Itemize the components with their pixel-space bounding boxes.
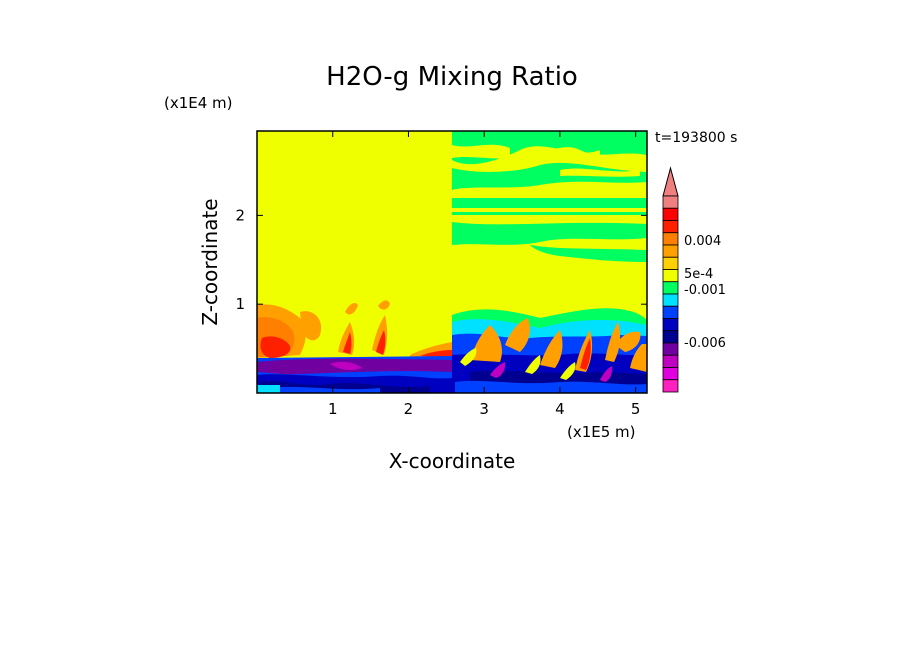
x-tick-label: 3 [479, 400, 489, 418]
colorbar-swatch [662, 207, 679, 221]
x-tick-label: 5 [631, 400, 641, 418]
x-axis: 1 2 3 4 5 [328, 131, 640, 418]
colorbar-tick-label: -0.001 [684, 283, 726, 298]
colorbar: 0.004 5e-4-0.001 -0.006 [662, 166, 726, 393]
colorbar-tick-label: -0.006 [684, 336, 726, 351]
colorbar-swatch [662, 379, 679, 393]
colorbar-swatch [662, 342, 679, 356]
colorbar-swatch [662, 269, 679, 283]
colorbar-swatch [662, 281, 679, 295]
colorbar-swatch [662, 367, 679, 381]
x-axis-label: X-coordinate [389, 449, 516, 473]
colorbar-swatch [662, 354, 679, 368]
time-label: t=193800 s [655, 130, 737, 146]
x-tick-label: 4 [555, 400, 565, 418]
colorbar-tick-label: 5e-4 [684, 267, 713, 282]
x-tick-label: 1 [328, 400, 338, 418]
heatmap-field [256, 130, 648, 394]
x-unit-label: (x1E5 m) [567, 423, 636, 441]
chart-title: H2O-g Mixing Ratio [326, 62, 578, 92]
colorbar-swatch [662, 330, 679, 344]
y-tick-label: 1 [235, 295, 245, 313]
colorbar-extend-arrow [662, 166, 679, 197]
colorbar-swatch [662, 244, 679, 258]
colorbar-swatch [662, 232, 679, 246]
colorbar-swatch [662, 256, 679, 270]
colorbar-swatch [662, 220, 679, 234]
colorbar-swatch [662, 318, 679, 332]
colorbar-tick-label: 0.004 [684, 234, 721, 249]
y-unit-label: (x1E4 m) [164, 94, 233, 112]
colorbar-swatch [662, 293, 679, 307]
x-tick-label: 2 [404, 400, 414, 418]
y-tick-label: 2 [235, 206, 245, 224]
y-axis: 12 [235, 206, 647, 313]
colorbar-swatch [662, 305, 679, 319]
y-axis-label: Z-coordinate [198, 198, 222, 325]
colorbar-swatch [662, 195, 679, 209]
